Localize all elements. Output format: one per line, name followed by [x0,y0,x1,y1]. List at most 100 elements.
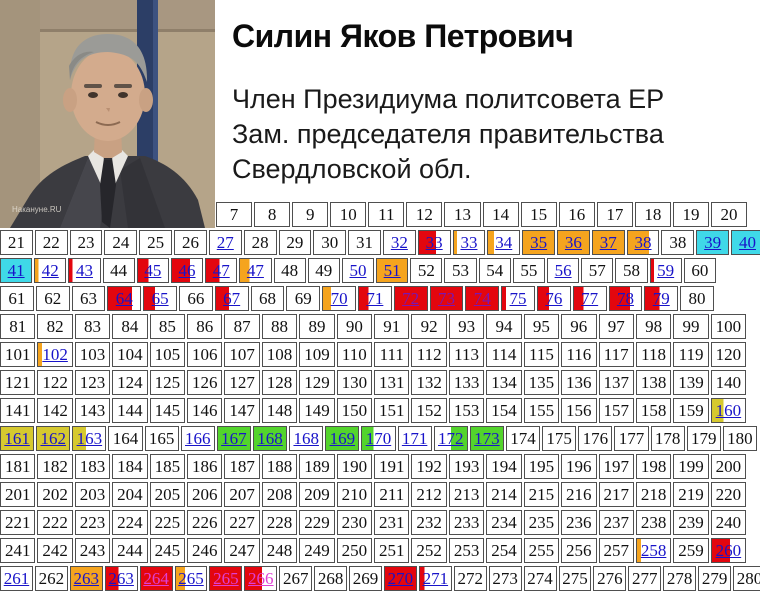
page-cell-143: 143 [74,398,111,423]
page-link-270[interactable]: 270 [383,566,417,591]
page-link-102[interactable]: 102 [37,342,73,367]
page-link-168[interactable]: 168 [252,426,288,451]
page-link-43[interactable]: 43 [68,258,101,283]
page-link-64[interactable]: 64 [107,286,142,311]
page-cell-242: 242 [37,538,73,563]
page-link-47[interactable]: 47 [239,258,272,283]
page-cell-147: 147 [224,398,260,423]
page-link-65[interactable]: 65 [143,286,177,311]
page-link-51[interactable]: 51 [376,258,409,283]
grid-row: 241 242 243 244 245 246 247 248 249 250 251 252 253 2… [0,538,747,563]
page-cell-14: 14 [482,202,519,227]
page-link-167[interactable]: 167 [216,426,251,451]
page-link-172[interactable]: 172 [433,426,468,451]
page-link-168[interactable]: 168 [289,426,324,451]
page-link-45[interactable]: 45 [136,258,169,283]
page-link-32[interactable]: 32 [382,230,416,255]
page-link-72[interactable]: 72 [393,286,428,311]
page-link-74[interactable]: 74 [465,286,500,311]
page-cell-269: 269 [349,566,382,591]
profile-text-block: Силин Яков Петрович Член Президиума поли… [232,10,752,187]
page-cell-31: 31 [348,230,381,255]
page-link-47[interactable]: 47 [205,258,238,283]
page-link-41[interactable]: 41 [0,258,33,283]
page-cell-220: 220 [710,482,747,507]
page-cell-127: 127 [224,370,260,395]
page-link-33[interactable]: 33 [417,230,451,255]
page-link-170[interactable]: 170 [361,426,396,451]
page-cell-186: 186 [187,454,223,479]
page-cell-17: 17 [596,202,633,227]
page-link-79[interactable]: 79 [644,286,679,311]
page-link-67[interactable]: 67 [214,286,249,311]
page-cell-178: 178 [650,426,685,451]
page-link-39[interactable]: 39 [696,230,730,255]
page-link-265[interactable]: 265 [209,566,243,591]
page-link-169[interactable]: 169 [325,426,360,451]
page-link-160[interactable]: 160 [710,398,747,423]
page-cell-243: 243 [74,538,111,563]
page-link-37[interactable]: 37 [591,230,625,255]
page-cell-198: 198 [635,454,672,479]
page-link-162[interactable]: 162 [36,426,71,451]
page-cell-44: 44 [102,258,135,283]
page-cell-80: 80 [680,286,714,311]
page-cell-259: 259 [673,538,709,563]
page-link-40[interactable]: 40 [731,230,760,255]
page-link-75[interactable]: 75 [501,286,535,311]
profile-photo: Накануне.RU [0,0,215,228]
page-cell-207: 207 [224,482,260,507]
page-link-59[interactable]: 59 [649,258,682,283]
page-cell-118: 118 [635,342,672,367]
page-cell-53: 53 [444,258,477,283]
page-cell-49: 49 [307,258,340,283]
page-link-36[interactable]: 36 [557,230,590,255]
page-link-264[interactable]: 264 [139,566,173,591]
page-cell-249: 249 [299,538,335,563]
page-grid: 7 8 9 10 11 12 13 14 15 16 17 18 19 20 21 22 23 24 25 26 27 2… [0,202,760,594]
page-link-78[interactable]: 78 [608,286,643,311]
page-cell-92: 92 [411,314,447,339]
page-cell-231: 231 [374,510,410,535]
page-link-34[interactable]: 34 [487,230,521,255]
page-cell-149: 149 [299,398,335,423]
page-link-38[interactable]: 38 [626,230,660,255]
page-link-35[interactable]: 35 [522,230,555,255]
page-link-171[interactable]: 171 [397,426,432,451]
page-cell-94: 94 [486,314,522,339]
page-cell-177: 177 [614,426,649,451]
page-link-263[interactable]: 263 [69,566,103,591]
page-cell-15: 15 [520,202,557,227]
page-link-173[interactable]: 173 [469,426,504,451]
page-link-77[interactable]: 77 [572,286,607,311]
page-link-70[interactable]: 70 [322,286,356,311]
page-link-71[interactable]: 71 [357,286,392,311]
page-cell-196: 196 [561,454,597,479]
page-cell-52: 52 [410,258,443,283]
page-link-161[interactable]: 161 [0,426,35,451]
page-link-263[interactable]: 263 [104,566,138,591]
page-cell-237: 237 [598,510,634,535]
page-link-166[interactable]: 166 [180,426,215,451]
page-link-271[interactable]: 271 [418,566,452,591]
page-link-261[interactable]: 261 [0,566,33,591]
page-link-33[interactable]: 33 [452,230,486,255]
page-link-56[interactable]: 56 [547,258,580,283]
page-cell-9: 9 [292,202,329,227]
page-link-27[interactable]: 27 [208,230,242,255]
page-link-73[interactable]: 73 [429,286,464,311]
page-link-260[interactable]: 260 [710,538,747,563]
page-link-258[interactable]: 258 [635,538,672,563]
page-cell-18: 18 [634,202,671,227]
page-link-42[interactable]: 42 [34,258,67,283]
page-link-50[interactable]: 50 [341,258,375,283]
page-link-163[interactable]: 163 [72,426,107,451]
page-cell-142: 142 [37,398,73,423]
page-link-266[interactable]: 266 [244,566,278,591]
page-link-46[interactable]: 46 [170,258,204,283]
page-cell-117: 117 [598,342,634,367]
page-cell-180: 180 [722,426,757,451]
page-cell-279: 279 [698,566,732,591]
page-link-265[interactable]: 265 [174,566,208,591]
page-link-76[interactable]: 76 [536,286,571,311]
